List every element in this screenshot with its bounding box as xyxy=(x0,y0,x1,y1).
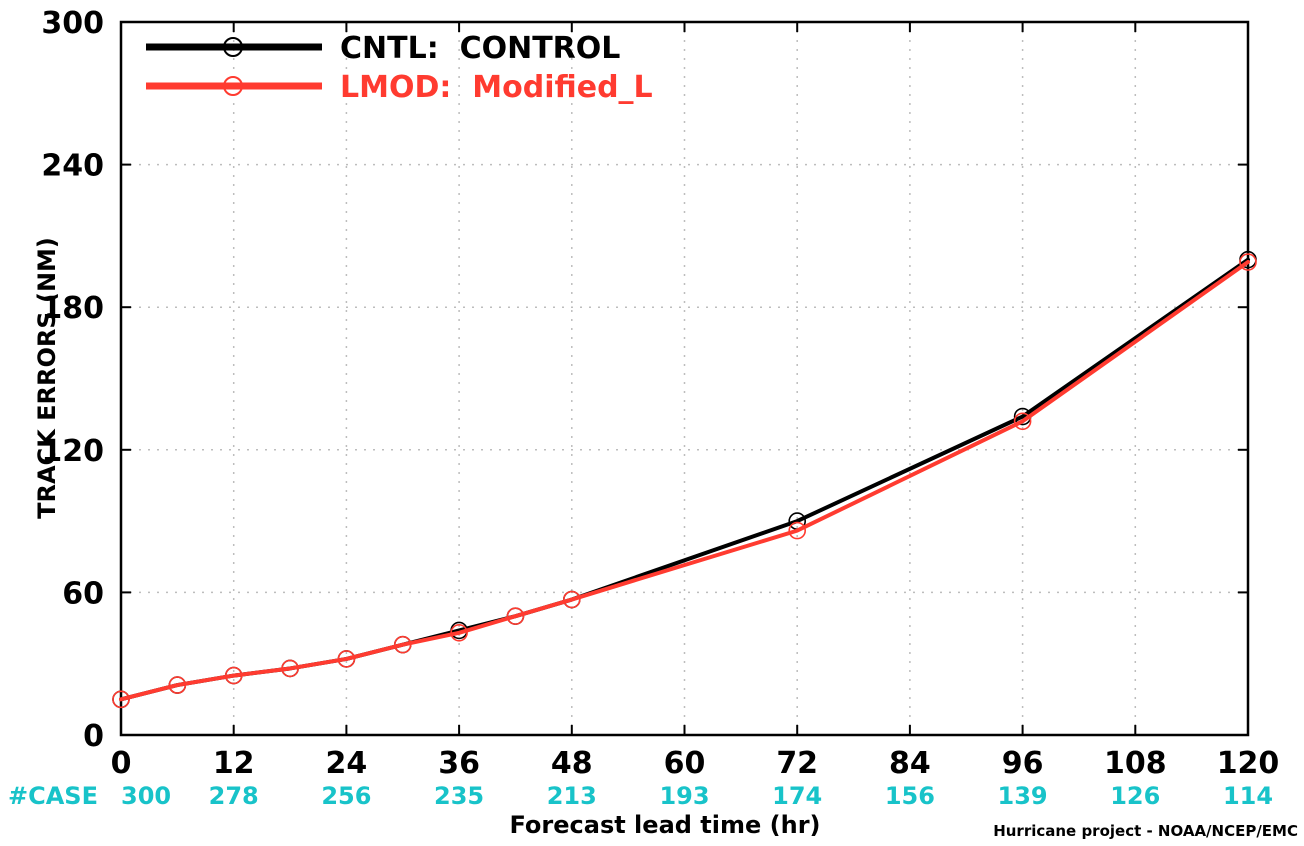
x-tick-label: 24 xyxy=(326,746,368,781)
legend-label-lmod: LMOD: Modified_L xyxy=(340,70,653,105)
x-tick-labels: 0 12 24 36 48 60 72 84 96 108 120 xyxy=(111,746,1280,781)
case-count-value: 174 xyxy=(772,782,822,810)
x-tick-label: 0 xyxy=(111,746,132,781)
x-tick-label: 108 xyxy=(1104,746,1167,781)
legend-marker-cntl xyxy=(223,37,243,57)
series-line-lmod xyxy=(119,260,1250,702)
case-count-value: 126 xyxy=(1110,782,1160,810)
data-point-lmod xyxy=(168,676,187,694)
credit-text: Hurricane project - NOAA/NCEP/EMC xyxy=(993,822,1298,840)
x-tick-label: 72 xyxy=(776,746,818,781)
y-tick-labels: 0 60 120 180 240 300 xyxy=(41,6,104,754)
data-point-lmod xyxy=(450,624,468,642)
case-count-value: 213 xyxy=(547,782,597,810)
case-count-value: 256 xyxy=(321,782,371,810)
data-point-lmod xyxy=(1239,253,1257,271)
data-point-lmod xyxy=(393,635,412,654)
data-point-lmod xyxy=(112,690,130,709)
y-tick-label: 240 xyxy=(41,149,104,184)
grid-lines xyxy=(121,22,1248,735)
data-point-lmod xyxy=(788,521,807,540)
legend-marker-lmod xyxy=(223,76,243,96)
y-tick-label: 120 xyxy=(41,434,104,469)
case-count-row: 300 278 256 235 213 193 174 156 139 126 114 xyxy=(121,782,1273,810)
case-row-label: #CASE xyxy=(8,782,98,810)
data-point-lmod xyxy=(1013,412,1032,431)
plot-frame xyxy=(119,20,1250,737)
x-axis-title: Forecast lead time (hr) xyxy=(510,811,821,839)
x-tick-label: 60 xyxy=(664,746,706,781)
case-count-value: 278 xyxy=(209,782,259,810)
legend: CNTL: CONTROL LMOD: Modified_L xyxy=(146,31,653,105)
x-tick-label: 120 xyxy=(1217,746,1280,781)
x-tick-label: 36 xyxy=(438,746,480,781)
series-lines xyxy=(112,250,1257,709)
x-tick-label: 12 xyxy=(213,746,255,781)
data-point-lmod xyxy=(506,607,525,625)
y-tick-label: 60 xyxy=(62,576,104,611)
series-line-cntl xyxy=(119,257,1250,702)
y-tick-label: 180 xyxy=(41,291,104,326)
x-tick-label: 84 xyxy=(889,746,931,781)
y-tick-label: 300 xyxy=(41,6,104,41)
data-point-lmod xyxy=(337,650,356,668)
data-point-lmod xyxy=(224,666,243,685)
y-tick-label: 0 xyxy=(83,719,104,754)
legend-label-cntl: CNTL: CONTROL xyxy=(340,31,620,66)
y-axis-title: TRACK ERRORS (NM) xyxy=(33,237,61,519)
data-point-lmod xyxy=(562,590,581,609)
case-count-value: 300 xyxy=(121,782,171,810)
data-point-lmod xyxy=(281,659,299,678)
case-count-value: 156 xyxy=(885,782,935,810)
x-tick-label: 96 xyxy=(1002,746,1044,781)
case-count-value: 139 xyxy=(998,782,1048,810)
case-count-value: 193 xyxy=(659,782,709,810)
x-tick-label: 48 xyxy=(551,746,593,781)
case-count-value: 114 xyxy=(1223,782,1273,810)
case-count-value: 235 xyxy=(434,782,484,810)
